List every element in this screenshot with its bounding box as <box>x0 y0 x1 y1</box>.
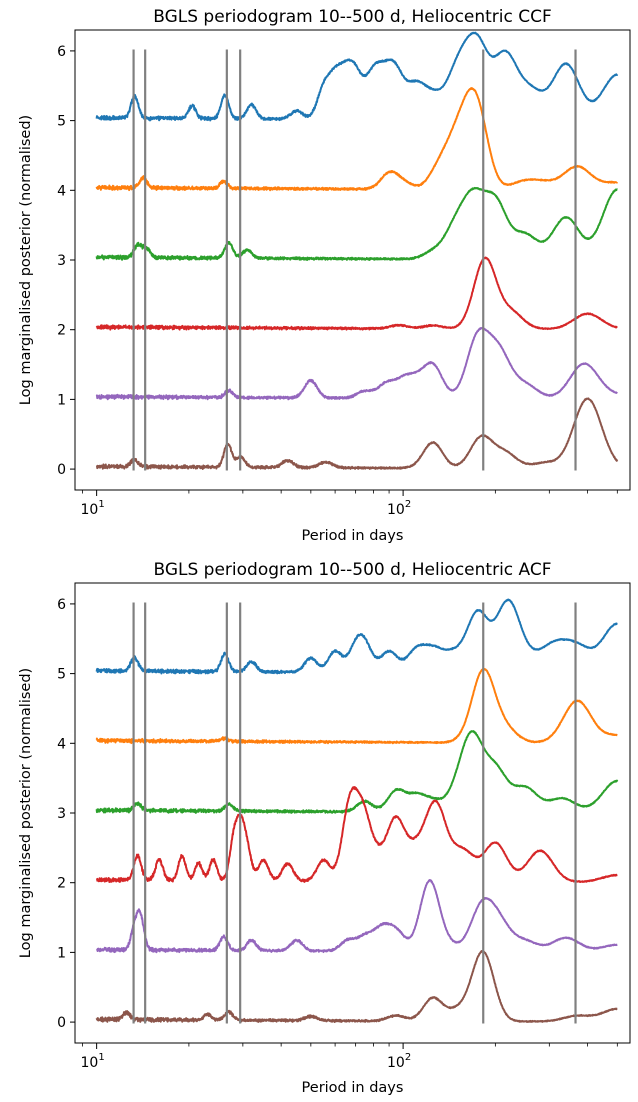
series-line-3 <box>95 186 618 261</box>
plot-area <box>95 598 619 1024</box>
panel-1: BGLS periodogram 10--500 d, Heliocentric… <box>18 7 631 544</box>
series-line-0 <box>95 397 619 471</box>
y-axis-label: Log marginalised posterior (normalised) <box>18 115 34 405</box>
x-axis-label: Period in days <box>302 1080 404 1096</box>
y-tick-label: 4 <box>57 736 66 752</box>
y-tick-label: 6 <box>57 44 66 60</box>
series-line-5 <box>95 598 618 675</box>
x-tick-label: 102 <box>387 499 411 518</box>
series-line-3 <box>95 730 619 814</box>
y-tick-label: 2 <box>57 876 66 892</box>
y-tick-label: 5 <box>57 114 66 130</box>
x-tick-label: 101 <box>81 1052 105 1071</box>
axes-frame <box>74 582 631 1044</box>
series-line-4 <box>95 87 619 192</box>
x-tick-label: 101 <box>81 499 105 518</box>
y-tick-label: 3 <box>57 253 66 269</box>
series-line-5 <box>95 31 619 122</box>
x-tick-label: 102 <box>387 1052 411 1071</box>
y-tick-label: 1 <box>57 392 66 408</box>
y-tick-label: 3 <box>57 806 66 822</box>
series-line-2 <box>95 785 618 884</box>
y-tick-label: 4 <box>57 183 66 199</box>
y-tick-label: 0 <box>57 1015 66 1031</box>
y-tick-label: 2 <box>57 323 66 339</box>
x-axis-label: Period in days <box>302 528 404 544</box>
y-tick-label: 6 <box>57 597 66 613</box>
y-tick-label: 5 <box>57 667 66 683</box>
y-tick-label: 1 <box>57 945 66 961</box>
chart-title: BGLS periodogram 10--500 d, Heliocentric… <box>153 7 552 27</box>
y-tick-label: 0 <box>57 462 66 478</box>
series-line-1 <box>95 879 618 954</box>
chart-title: BGLS periodogram 10--500 d, Heliocentric… <box>153 560 551 580</box>
plot-area <box>95 31 619 471</box>
series-line-0 <box>95 950 618 1024</box>
series-line-4 <box>95 667 618 745</box>
panel-2: BGLS periodogram 10--500 d, Heliocentric… <box>18 560 631 1096</box>
series-line-2 <box>95 256 618 331</box>
y-axis-label: Log marginalised posterior (normalised) <box>18 668 34 958</box>
series-line-1 <box>95 326 618 401</box>
